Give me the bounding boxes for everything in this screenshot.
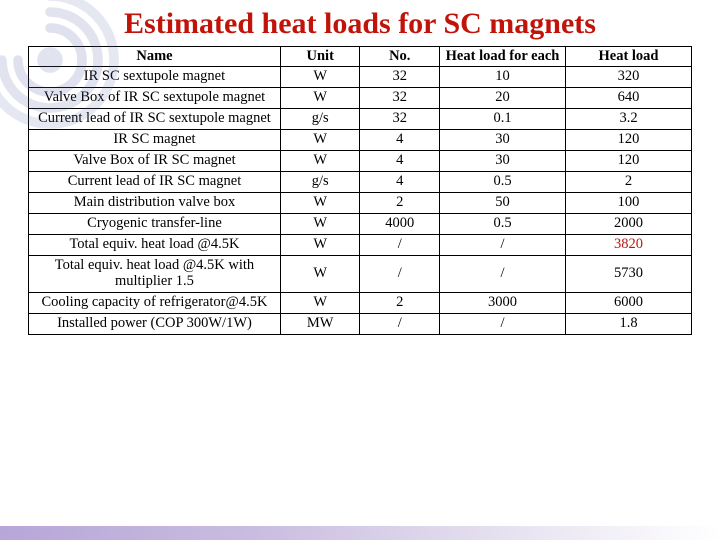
col-header-no: No. — [360, 46, 440, 67]
cell-name: Cooling capacity of refrigerator@4.5K — [29, 292, 281, 313]
cell-each: 50 — [440, 193, 566, 214]
table-row: Cryogenic transfer-lineW40000.52000 — [29, 214, 692, 235]
table-row: Current lead of IR SC sextupole magnetg/… — [29, 109, 692, 130]
table-row: Cooling capacity of refrigerator@4.5KW23… — [29, 292, 692, 313]
cell-unit: W — [280, 88, 360, 109]
col-header-total: Heat load — [566, 46, 692, 67]
cell-total: 3820 — [566, 234, 692, 255]
table-row: Installed power (COP 300W/1W)MW//1.8 — [29, 313, 692, 334]
cell-no: 2 — [360, 193, 440, 214]
cell-each: / — [440, 234, 566, 255]
cell-each: 20 — [440, 88, 566, 109]
cell-name: Valve Box of IR SC sextupole magnet — [29, 88, 281, 109]
table-row: Total equiv. heat load @4.5KW//3820 — [29, 234, 692, 255]
cell-total: 3.2 — [566, 109, 692, 130]
cell-each: / — [440, 313, 566, 334]
cell-name: Installed power (COP 300W/1W) — [29, 313, 281, 334]
table-body: IR SC sextupole magnetW3210320Valve Box … — [29, 67, 692, 334]
cell-name: Cryogenic transfer-line — [29, 214, 281, 235]
cell-name: Valve Box of IR SC magnet — [29, 151, 281, 172]
table-row: Valve Box of IR SC magnetW430120 — [29, 151, 692, 172]
cell-each: 0.1 — [440, 109, 566, 130]
cell-total: 120 — [566, 151, 692, 172]
col-header-unit: Unit — [280, 46, 360, 67]
table-row: IR SC magnetW430120 — [29, 130, 692, 151]
col-header-name: Name — [29, 46, 281, 67]
cell-each: 3000 — [440, 292, 566, 313]
cell-name: Current lead of IR SC magnet — [29, 172, 281, 193]
cell-unit: g/s — [280, 172, 360, 193]
table-row: Valve Box of IR SC sextupole magnetW3220… — [29, 88, 692, 109]
cell-each: 0.5 — [440, 172, 566, 193]
cell-total: 640 — [566, 88, 692, 109]
cell-no: / — [360, 313, 440, 334]
cell-total: 2000 — [566, 214, 692, 235]
cell-each: 30 — [440, 151, 566, 172]
cell-no: 32 — [360, 67, 440, 88]
cell-unit: W — [280, 130, 360, 151]
table-row: IR SC sextupole magnetW3210320 — [29, 67, 692, 88]
table-row: Current lead of IR SC magnetg/s40.52 — [29, 172, 692, 193]
cell-unit: W — [280, 234, 360, 255]
cell-unit: W — [280, 214, 360, 235]
cell-no: 4 — [360, 172, 440, 193]
cell-each: 30 — [440, 130, 566, 151]
cell-total: 120 — [566, 130, 692, 151]
cell-unit: W — [280, 193, 360, 214]
cell-unit: W — [280, 255, 360, 292]
table-row: Total equiv. heat load @4.5K with multip… — [29, 255, 692, 292]
cell-unit: W — [280, 67, 360, 88]
cell-name: IR SC sextupole magnet — [29, 67, 281, 88]
cell-unit: MW — [280, 313, 360, 334]
footer-gradient-bar — [0, 526, 720, 540]
heat-load-table: Name Unit No. Heat load for each Heat lo… — [28, 46, 692, 335]
cell-name: IR SC magnet — [29, 130, 281, 151]
cell-unit: W — [280, 292, 360, 313]
cell-total: 320 — [566, 67, 692, 88]
cell-total: 5730 — [566, 255, 692, 292]
cell-name: Total equiv. heat load @4.5K with multip… — [29, 255, 281, 292]
cell-no: 4 — [360, 151, 440, 172]
cell-name: Total equiv. heat load @4.5K — [29, 234, 281, 255]
cell-no: / — [360, 255, 440, 292]
page-title: Estimated heat loads for SC magnets — [0, 0, 720, 40]
cell-total: 6000 — [566, 292, 692, 313]
table-row: Main distribution valve boxW250100 — [29, 193, 692, 214]
heat-load-table-container: Name Unit No. Heat load for each Heat lo… — [28, 46, 692, 335]
cell-name: Current lead of IR SC sextupole magnet — [29, 109, 281, 130]
cell-total: 1.8 — [566, 313, 692, 334]
cell-no: 32 — [360, 109, 440, 130]
col-header-each: Heat load for each — [440, 46, 566, 67]
cell-name: Main distribution valve box — [29, 193, 281, 214]
cell-no: / — [360, 234, 440, 255]
cell-each: 0.5 — [440, 214, 566, 235]
cell-no: 32 — [360, 88, 440, 109]
cell-no: 2 — [360, 292, 440, 313]
cell-total: 2 — [566, 172, 692, 193]
cell-no: 4 — [360, 130, 440, 151]
cell-unit: W — [280, 151, 360, 172]
cell-no: 4000 — [360, 214, 440, 235]
cell-unit: g/s — [280, 109, 360, 130]
cell-each: / — [440, 255, 566, 292]
cell-each: 10 — [440, 67, 566, 88]
cell-total: 100 — [566, 193, 692, 214]
table-header-row: Name Unit No. Heat load for each Heat lo… — [29, 46, 692, 67]
